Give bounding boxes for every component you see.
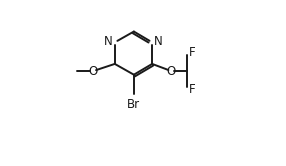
Text: N: N (154, 35, 163, 48)
Text: N: N (104, 35, 113, 48)
Text: F: F (189, 83, 196, 96)
Text: O: O (167, 65, 176, 78)
Text: O: O (89, 65, 98, 78)
Text: Br: Br (127, 98, 140, 111)
Text: F: F (189, 46, 196, 59)
